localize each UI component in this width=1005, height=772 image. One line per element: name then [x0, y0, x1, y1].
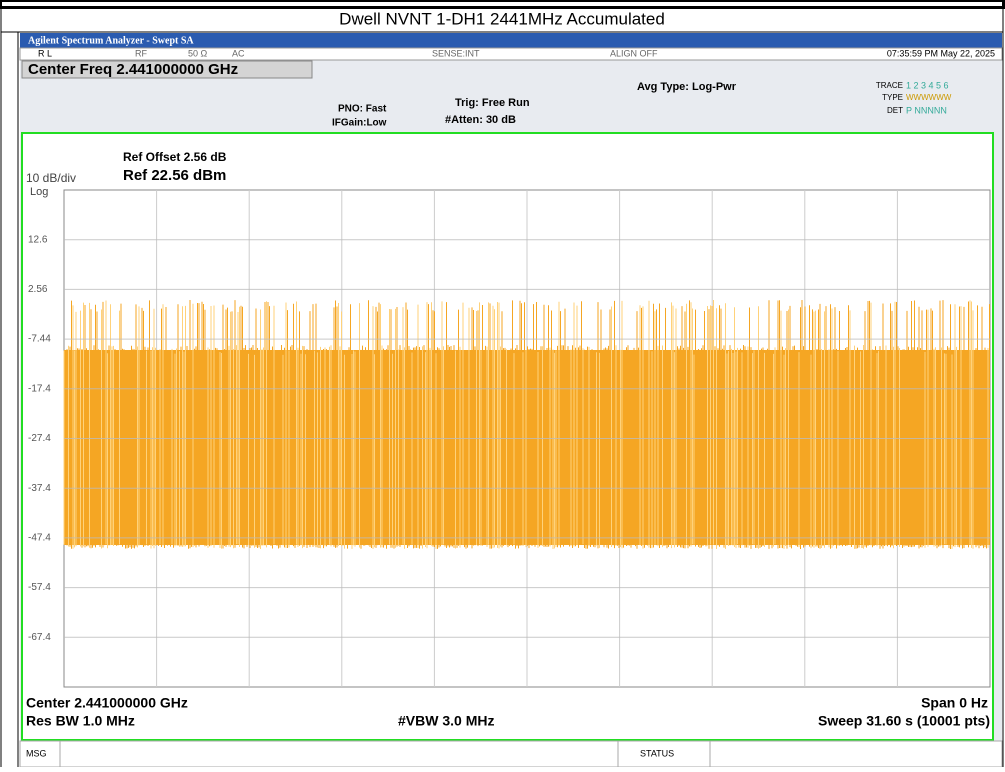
trace-label: TRACE [876, 81, 903, 90]
y-tick-label: -7.44 [28, 334, 51, 345]
center-freq: Center Freq 2.441000000 GHz [28, 61, 238, 78]
center: Center 2.441000000 GHz [26, 695, 188, 711]
y-tick-label: 2.56 [28, 284, 48, 295]
y-tick-label: -37.4 [28, 483, 51, 494]
title-bar [20, 33, 1002, 48]
sweep: Sweep 31.60 s (10001 pts) [818, 713, 990, 729]
vbw: #VBW 3.0 MHz [398, 713, 494, 729]
y-tick-label: -47.4 [28, 533, 51, 544]
span: Span 0 Hz [921, 695, 988, 711]
center-freq-box [21, 60, 313, 79]
det-label: DET [887, 106, 903, 115]
status: AC [232, 48, 245, 58]
y-tick-label: 12.6 [28, 234, 48, 245]
type-val: WWWWWW [906, 93, 952, 102]
y-tick-label: -27.4 [28, 433, 51, 444]
status: 07:35:59 PM May 22, 2025 [887, 48, 995, 58]
y-tick-label: -67.4 [28, 632, 51, 643]
caption: Dwell NVNT 1-DH1 2441MHz Accumulated [339, 9, 665, 28]
ref-level: Ref 22.56 dBm [123, 167, 226, 184]
det-val: P NNNNN [906, 105, 947, 115]
setting: PNO: Fast [338, 104, 387, 115]
setting: IFGain:Low [332, 118, 387, 129]
y-tick-label: -17.4 [28, 383, 51, 394]
ref-offset: Ref Offset 2.56 dB [123, 150, 227, 164]
setting: #Atten: 30 dB [445, 114, 516, 126]
trace-nums: 1 2 3 4 5 6 [906, 80, 949, 90]
type-label: TYPE [882, 93, 903, 102]
msg: MSG [26, 748, 47, 758]
rbw: Res BW 1.0 MHz [26, 713, 135, 729]
table-border [2, 2, 1002, 6]
setting: Avg Type: Log-Pwr [637, 81, 737, 93]
status: 50 Ω [188, 48, 208, 58]
y-tick-label: -57.4 [28, 582, 51, 593]
status: ALIGN OFF [610, 48, 658, 58]
log-label: Log [30, 186, 48, 198]
setting: Trig: Free Run [455, 97, 530, 109]
status: SENSE:INT [432, 48, 480, 58]
msg-bar [19, 740, 1003, 768]
status: RF [135, 48, 147, 58]
status: R L [38, 48, 52, 58]
status-button[interactable]: STATUS [640, 748, 674, 758]
window-title: Agilent Spectrum Analyzer - Swept SA [28, 35, 194, 46]
scale: 10 dB/div [26, 171, 76, 185]
status-row [19, 47, 1003, 61]
